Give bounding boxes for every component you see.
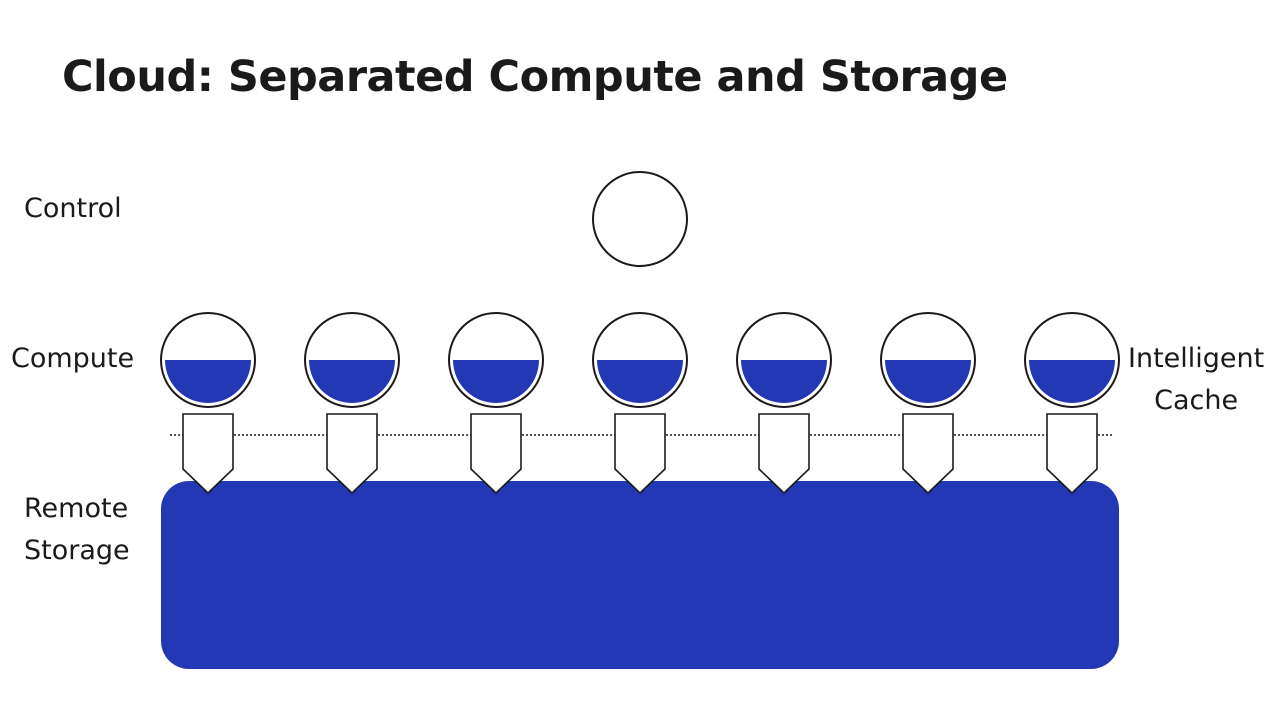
compute-storage-connector xyxy=(902,413,954,495)
intelligent-cache-label-line-1: Intelligent xyxy=(1128,343,1265,374)
remote-storage-label-line-1: Remote xyxy=(24,493,129,524)
compute-storage-connector xyxy=(758,413,810,495)
compute-storage-connector xyxy=(470,413,522,495)
compute-storage-connector xyxy=(182,413,234,495)
compute-storage-connector xyxy=(1046,413,1098,495)
control-row-label: Control xyxy=(24,193,122,224)
intelligent-cache-label: Intelligent Cache xyxy=(1128,338,1264,422)
compute-layer xyxy=(160,312,1120,495)
intelligent-cache-fill xyxy=(1029,360,1115,403)
intelligent-cache-fill xyxy=(741,360,827,403)
remote-storage-label-line-2: Storage xyxy=(24,535,130,566)
page-title: Cloud: Separated Compute and Storage xyxy=(62,52,1008,102)
intelligent-cache-fill xyxy=(597,360,683,403)
intelligent-cache-fill xyxy=(165,360,251,403)
remote-storage-block xyxy=(161,481,1119,669)
compute-storage-connector xyxy=(326,413,378,495)
control-node xyxy=(592,171,688,267)
compute-storage-connector xyxy=(614,413,666,495)
intelligent-cache-label-line-2: Cache xyxy=(1154,385,1239,416)
intelligent-cache-fill xyxy=(309,360,395,403)
intelligent-cache-fill xyxy=(453,360,539,403)
compute-row-label: Compute xyxy=(11,343,135,374)
remote-storage-row-label: Remote Storage xyxy=(24,488,130,572)
intelligent-cache-fill xyxy=(885,360,971,403)
